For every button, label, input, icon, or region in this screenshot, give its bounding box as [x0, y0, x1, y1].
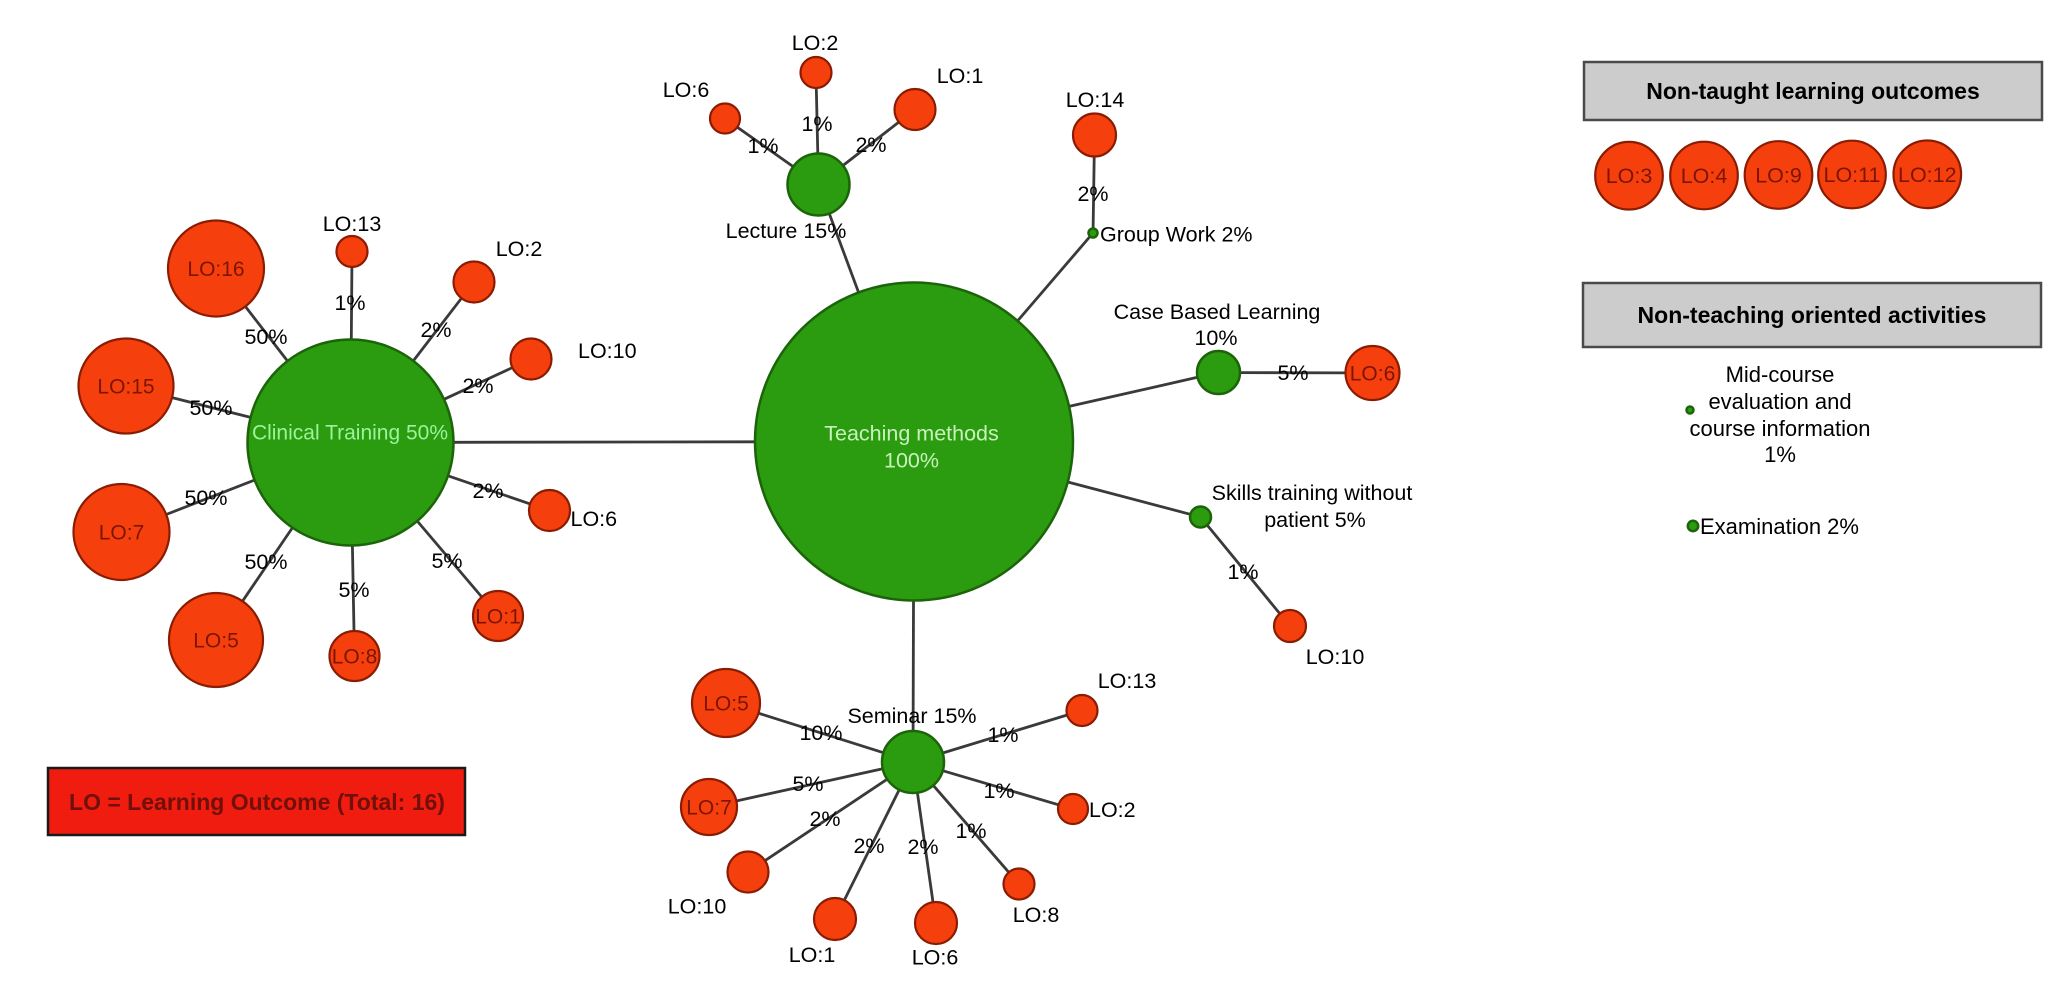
svg-text:LO:8: LO:8	[1013, 903, 1060, 927]
svg-text:10%: 10%	[1194, 326, 1237, 350]
svg-text:2%: 2%	[462, 374, 493, 398]
svg-text:1%: 1%	[334, 291, 365, 315]
svg-text:LO:8: LO:8	[332, 645, 378, 668]
svg-text:1%: 1%	[983, 779, 1014, 803]
svg-text:LO:15: LO:15	[97, 375, 154, 398]
svg-text:LO:14: LO:14	[1066, 88, 1125, 112]
svg-text:Seminar 15%: Seminar 15%	[847, 704, 976, 728]
svg-text:LO:1: LO:1	[789, 943, 836, 967]
svg-text:LO:2: LO:2	[1089, 798, 1136, 822]
svg-text:LO:13: LO:13	[323, 212, 382, 236]
svg-text:LO:4: LO:4	[1681, 164, 1728, 188]
svg-text:LO:5: LO:5	[703, 692, 749, 715]
svg-text:1%: 1%	[801, 112, 832, 136]
svg-text:5%: 5%	[431, 549, 462, 573]
svg-text:Lecture 15%: Lecture 15%	[726, 219, 847, 243]
svg-text:5%: 5%	[792, 772, 823, 796]
svg-text:Teaching methods: Teaching methods	[824, 422, 999, 446]
svg-text:2%: 2%	[853, 834, 884, 858]
svg-text:LO:10: LO:10	[1306, 645, 1365, 669]
svg-text:course information: course information	[1690, 416, 1871, 441]
svg-text:50%: 50%	[189, 396, 232, 420]
svg-text:LO:7: LO:7	[99, 521, 145, 544]
svg-text:LO:10: LO:10	[668, 895, 727, 919]
svg-text:LO = Learning Outcome (Total:: LO = Learning Outcome (Total: 16)	[69, 789, 445, 815]
svg-text:2%: 2%	[472, 479, 503, 503]
svg-text:Skills training without: Skills training without	[1212, 481, 1413, 505]
svg-text:LO:10: LO:10	[578, 339, 637, 363]
svg-text:patient 5%: patient 5%	[1264, 508, 1366, 532]
svg-text:5%: 5%	[1277, 361, 1308, 385]
svg-text:LO:1: LO:1	[937, 64, 984, 88]
svg-text:LO:5: LO:5	[193, 629, 239, 652]
svg-text:1%: 1%	[987, 723, 1018, 747]
svg-text:LO:2: LO:2	[792, 31, 839, 55]
svg-text:5%: 5%	[338, 578, 369, 602]
svg-text:LO:6: LO:6	[912, 946, 959, 970]
svg-text:LO:1: LO:1	[475, 605, 521, 628]
svg-text:LO:11: LO:11	[1824, 163, 1881, 187]
svg-text:evaluation and: evaluation and	[1708, 389, 1851, 414]
svg-text:1%: 1%	[1764, 442, 1796, 467]
svg-text:2%: 2%	[907, 835, 938, 859]
svg-text:2%: 2%	[855, 133, 886, 157]
svg-text:LO:9: LO:9	[1755, 164, 1802, 188]
svg-text:LO:6: LO:6	[571, 507, 618, 531]
svg-text:LO:3: LO:3	[1606, 164, 1653, 188]
svg-text:1%: 1%	[747, 134, 778, 158]
svg-text:Mid-course: Mid-course	[1726, 362, 1835, 387]
svg-text:Non-teaching oriented activiti: Non-teaching oriented activities	[1638, 302, 1987, 328]
svg-text:50%: 50%	[244, 550, 287, 574]
svg-text:2%: 2%	[809, 807, 840, 831]
svg-text:50%: 50%	[184, 486, 227, 510]
svg-text:LO:6: LO:6	[1350, 362, 1396, 385]
svg-text:Clinical Training 50%: Clinical Training 50%	[252, 422, 448, 445]
svg-text:1%: 1%	[955, 819, 986, 843]
svg-text:2%: 2%	[420, 318, 451, 342]
svg-text:1%: 1%	[1227, 560, 1258, 584]
svg-text:2%: 2%	[1077, 182, 1108, 206]
svg-text:LO:16: LO:16	[187, 258, 244, 281]
svg-text:LO:6: LO:6	[663, 78, 710, 102]
svg-text:LO:13: LO:13	[1098, 669, 1157, 693]
svg-text:LO:7: LO:7	[686, 796, 732, 819]
svg-text:Group Work 2%: Group Work 2%	[1100, 223, 1253, 247]
svg-text:LO:12: LO:12	[1898, 163, 1957, 187]
svg-text:Non-taught learning outcomes: Non-taught learning outcomes	[1646, 78, 1980, 104]
svg-text:Examination 2%: Examination 2%	[1700, 514, 1859, 539]
svg-text:Case Based Learning: Case Based Learning	[1114, 300, 1321, 324]
svg-text:10%: 10%	[799, 721, 842, 745]
svg-text:50%: 50%	[244, 325, 287, 349]
svg-text:100%: 100%	[884, 449, 939, 473]
svg-text:LO:2: LO:2	[496, 237, 543, 261]
